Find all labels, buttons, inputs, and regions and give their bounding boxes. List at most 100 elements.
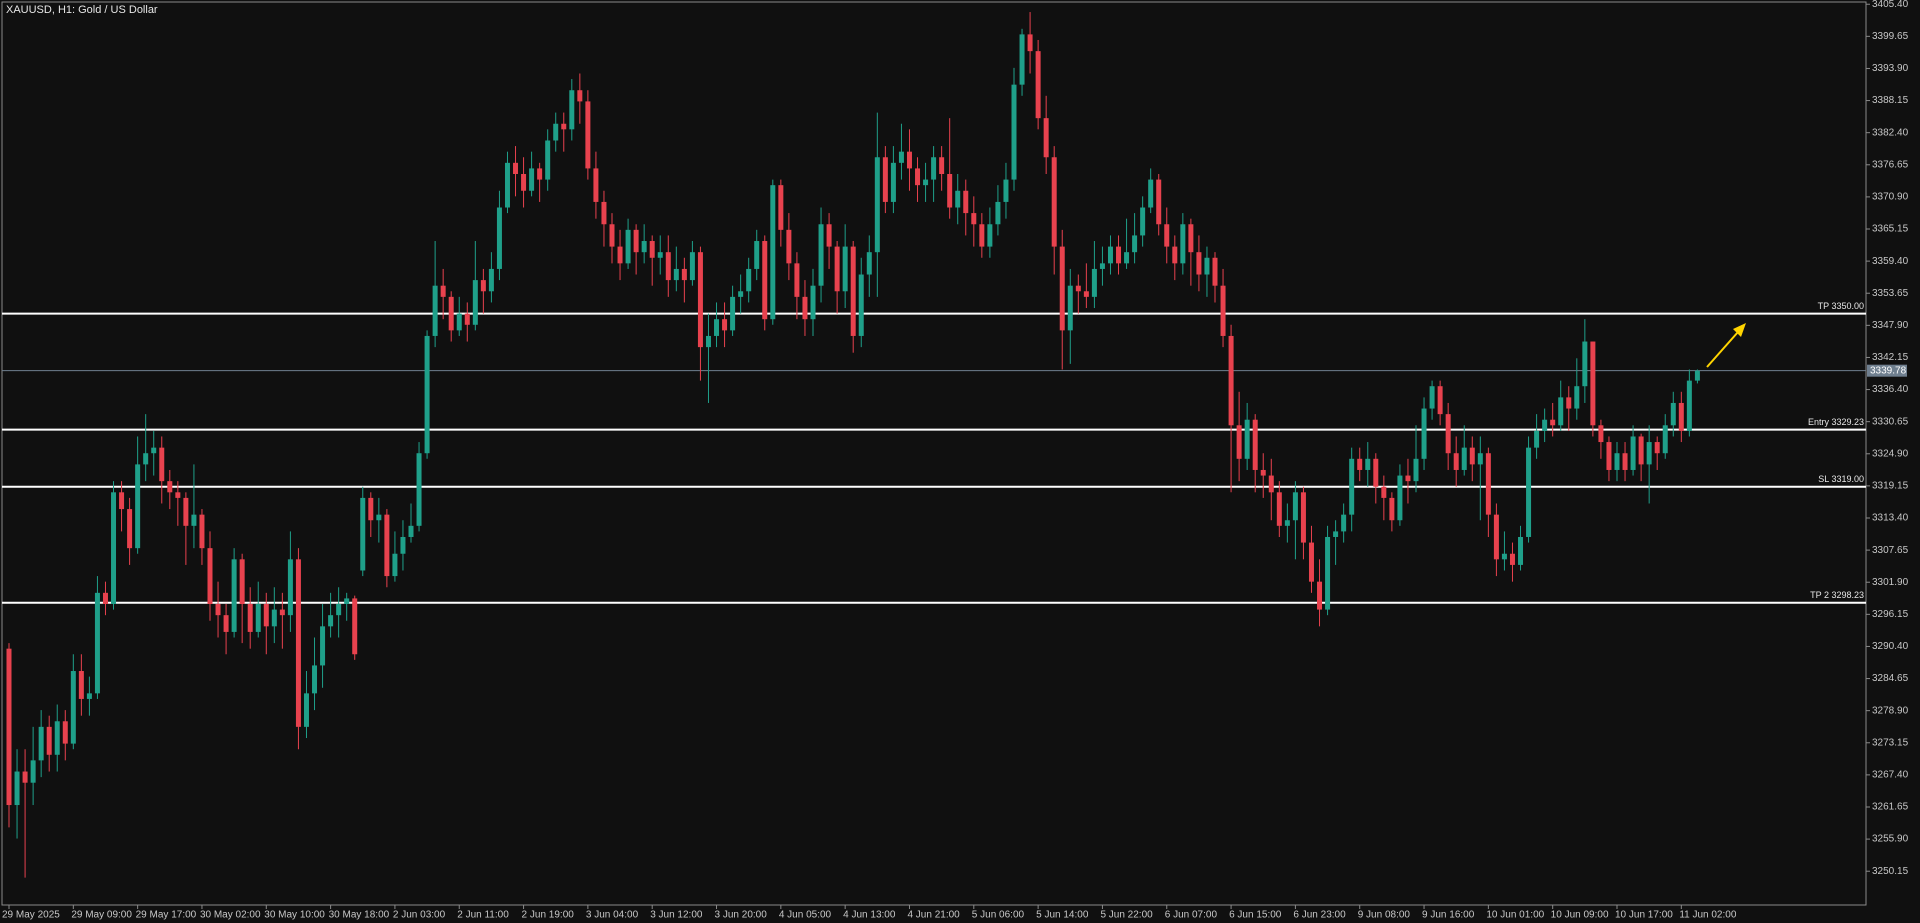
candle-body	[191, 514, 197, 526]
candle-body	[802, 296, 808, 320]
candle-body	[657, 252, 663, 258]
y-tick-label: 3296.15	[1872, 609, 1909, 620]
y-tick-label: 3324.90	[1872, 448, 1909, 459]
candle-body	[1662, 425, 1668, 454]
candle-body	[537, 168, 543, 180]
candle-body	[1260, 469, 1266, 476]
x-tick-label: 2 Jun 19:00	[522, 910, 575, 921]
candle-body	[513, 162, 519, 174]
candle-body	[569, 90, 575, 130]
last-price-box	[1867, 364, 1907, 377]
y-tick-label: 3278.90	[1872, 705, 1909, 716]
candle-body	[1485, 453, 1491, 515]
candle-body	[834, 246, 840, 292]
candle-body	[858, 274, 864, 336]
candle-body	[167, 481, 173, 493]
candle-body	[448, 296, 454, 331]
candle-body	[1003, 179, 1009, 202]
candle-body	[1381, 486, 1387, 498]
candle-body	[866, 252, 872, 275]
candle-body	[649, 241, 655, 258]
candle-body	[143, 453, 149, 465]
candle-body	[778, 185, 784, 230]
x-tick-label: 11 Jun 02:00	[1679, 910, 1737, 921]
candle-body	[119, 492, 125, 510]
candle-body	[1678, 402, 1684, 431]
candle-body	[906, 151, 912, 169]
candle-body	[400, 536, 406, 554]
x-tick-label: 29 May 09:00	[71, 910, 132, 921]
candle-body	[995, 201, 1001, 225]
candle-body	[1509, 553, 1515, 565]
annotation-arrow	[1706, 323, 1746, 368]
candle-body	[714, 319, 720, 336]
candle-body	[971, 213, 977, 225]
candle-body	[850, 246, 856, 336]
x-tick-label: 6 Jun 07:00	[1165, 910, 1218, 921]
candle-body	[30, 760, 36, 783]
candle-body	[464, 313, 470, 325]
x-tick-label: 3 Jun 12:00	[650, 910, 703, 921]
candle-body	[247, 604, 253, 632]
candle-body	[1534, 430, 1540, 448]
candle-body	[127, 509, 133, 549]
x-tick-label: 2 Jun 03:00	[393, 910, 446, 921]
candle-body	[408, 525, 414, 537]
candle-body	[1140, 207, 1146, 236]
y-tick-label: 3342.15	[1872, 352, 1909, 363]
candle-body	[923, 179, 929, 186]
candle-body	[1124, 252, 1130, 264]
candle-body	[529, 168, 535, 191]
candle-body	[1349, 458, 1355, 515]
candle-body	[786, 229, 792, 264]
candle-body	[1694, 370, 1700, 381]
candle-body	[1574, 386, 1580, 409]
candle-body	[328, 615, 334, 627]
candle-body	[1445, 414, 1451, 454]
candle-body	[1204, 257, 1210, 275]
candle-body	[1244, 419, 1250, 459]
candle-body	[1518, 536, 1524, 565]
x-tick-label: 9 Jun 16:00	[1422, 910, 1475, 921]
candle-body	[963, 190, 969, 214]
candle-body	[770, 185, 776, 320]
y-tick-label: 3359.40	[1872, 256, 1909, 267]
candle-body	[102, 592, 108, 604]
candle-body	[1646, 442, 1652, 465]
candle-body	[392, 553, 398, 577]
x-tick-label: 10 Jun 01:00	[1486, 910, 1544, 921]
candle-body	[1292, 492, 1298, 521]
candle-body	[915, 168, 921, 186]
candle-body	[1686, 380, 1692, 431]
candle-body	[62, 721, 68, 744]
candle-body	[368, 497, 374, 521]
x-tick-label: 30 May 02:00	[200, 910, 261, 921]
candle-body	[1526, 447, 1532, 537]
candle-body	[947, 174, 953, 208]
candle-body	[1325, 536, 1331, 610]
candle-body	[1341, 514, 1347, 532]
candle-body	[762, 241, 768, 320]
candle-body	[1333, 531, 1339, 537]
candle-body	[553, 123, 559, 141]
candle-body	[754, 241, 760, 269]
candle-body	[1429, 386, 1435, 409]
candle-body	[279, 609, 285, 616]
candle-body	[231, 559, 237, 632]
x-tick-label: 2 Jun 11:00	[457, 910, 509, 921]
y-tick-label: 3376.65	[1872, 159, 1909, 170]
candle-body	[22, 771, 28, 783]
x-tick-label: 3 Jun 20:00	[715, 910, 768, 921]
y-tick-label: 3405.40	[1872, 0, 1909, 10]
candle-body	[1357, 458, 1363, 470]
candle-body	[561, 123, 567, 130]
candle-body	[424, 335, 430, 454]
candle-body	[842, 246, 848, 292]
y-tick-label: 3382.40	[1872, 127, 1909, 138]
y-tick-label: 3336.40	[1872, 384, 1909, 395]
candle-body	[1228, 335, 1234, 426]
x-tick-label: 5 Jun 22:00	[1100, 910, 1153, 921]
candle-body	[1116, 246, 1122, 264]
candle-body	[239, 559, 245, 604]
candle-body	[1067, 285, 1073, 331]
